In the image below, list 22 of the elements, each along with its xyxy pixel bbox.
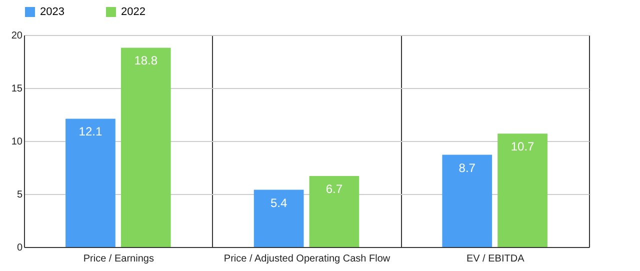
data-label: 12.1: [78, 124, 102, 139]
bar: [309, 176, 360, 247]
bar: [498, 134, 548, 247]
bar: [442, 154, 492, 247]
y-tick-label: 15: [11, 84, 23, 94]
data-label: 5.4: [270, 196, 288, 210]
y-tick-label: 0: [16, 242, 23, 254]
data-label: 18.8: [134, 54, 158, 68]
data-label: 10.7: [510, 140, 535, 154]
legend-label: 2022: [121, 6, 146, 18]
bar: [254, 190, 304, 247]
bar: [66, 118, 116, 247]
legend-label: 2023: [40, 6, 64, 18]
x-tick-label: Price / Adjusted Operating Cash Flow: [224, 254, 391, 264]
x-tick-label: Price / Earnings: [83, 254, 154, 264]
x-tick-label: EV / EBITDA: [466, 254, 525, 264]
y-tick-label: 20: [11, 30, 23, 42]
y-tick-label: 5: [16, 190, 23, 200]
y-tick-label: 10: [11, 136, 23, 148]
bar: [120, 48, 171, 247]
data-label: 6.7: [326, 182, 343, 196]
data-label: 8.7: [458, 160, 476, 175]
